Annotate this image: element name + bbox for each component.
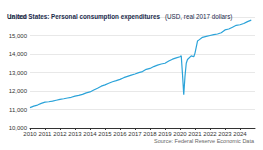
svg-text:2010: 2010: [23, 131, 37, 137]
svg-text:2015: 2015: [98, 131, 112, 137]
svg-text:12,000: 12,000: [9, 88, 28, 94]
svg-text:2011: 2011: [39, 131, 53, 137]
svg-text:15,000: 15,000: [9, 33, 28, 39]
svg-text:13,000: 13,000: [9, 70, 28, 76]
svg-text:2023: 2023: [218, 131, 232, 137]
svg-text:2024: 2024: [233, 131, 247, 137]
svg-text:2016: 2016: [113, 131, 127, 137]
svg-text:2012: 2012: [53, 131, 67, 137]
svg-text:United States: Personal consum: United States: Personal consumption expe…: [7, 13, 160, 21]
svg-text:2022: 2022: [203, 131, 217, 137]
svg-text:2019: 2019: [158, 131, 172, 137]
svg-text:2020: 2020: [173, 131, 187, 137]
svg-text:(USD, real 2017 dollars): (USD, real 2017 dollars): [165, 13, 233, 21]
svg-text:14,000: 14,000: [9, 51, 28, 57]
svg-text:Source: Federal Reserve Econom: Source: Federal Reserve Economic Data: [154, 138, 255, 144]
svg-text:2021: 2021: [188, 131, 202, 137]
svg-text:11,000: 11,000: [9, 107, 28, 113]
svg-text:2017: 2017: [128, 131, 142, 137]
svg-text:2014: 2014: [83, 131, 97, 137]
svg-text:2018: 2018: [143, 131, 157, 137]
svg-text:2013: 2013: [68, 131, 82, 137]
svg-text:10,000: 10,000: [8, 125, 27, 131]
